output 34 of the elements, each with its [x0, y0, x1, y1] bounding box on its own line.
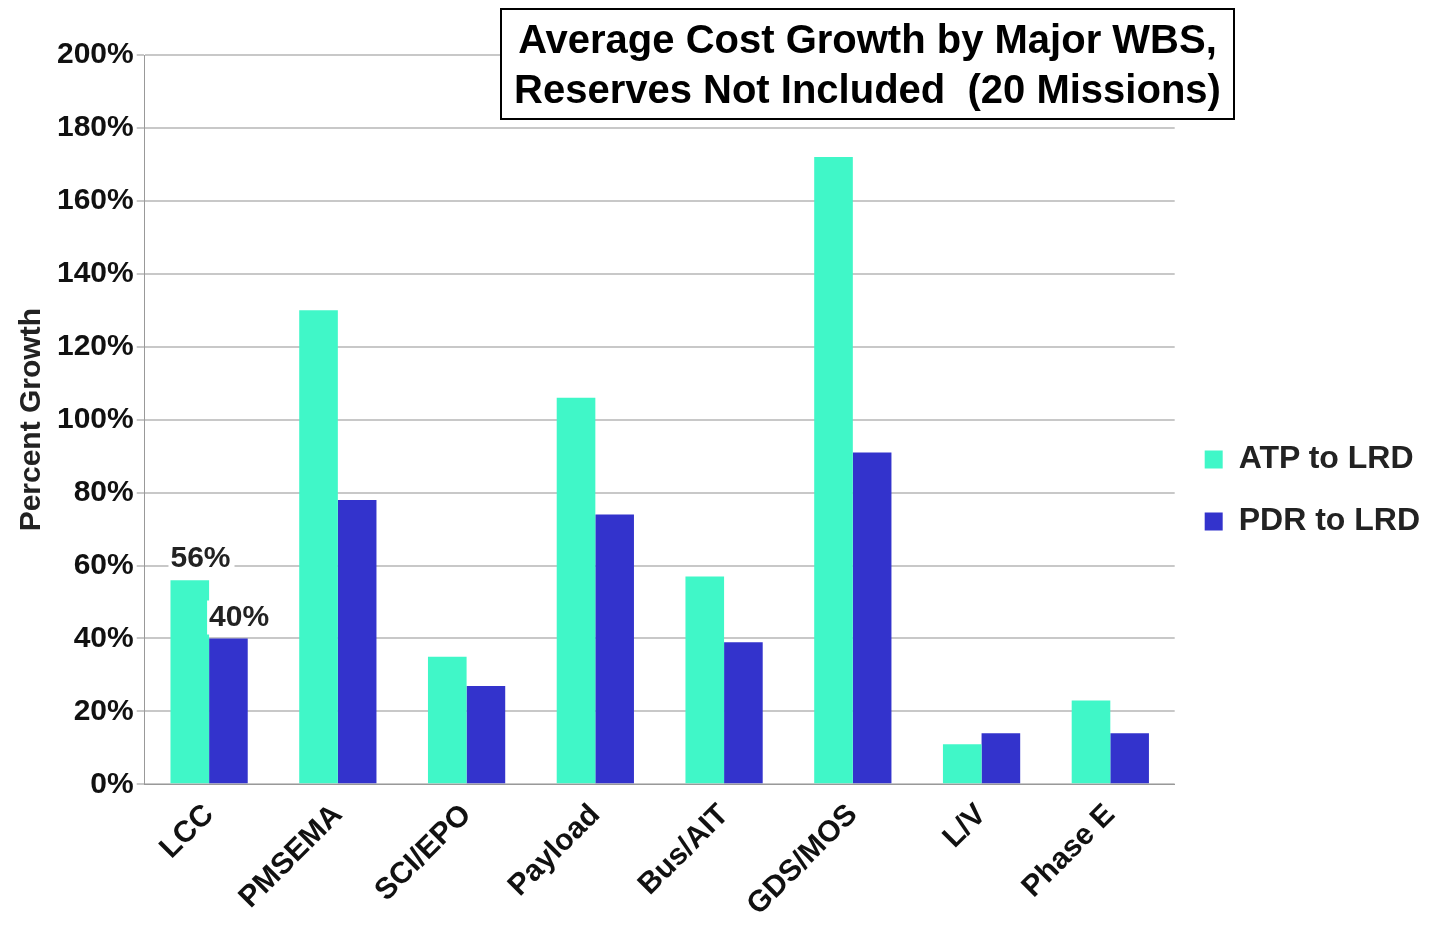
bar: [942, 744, 982, 784]
y-tick-label: 0%: [90, 765, 134, 799]
y-tick-label: 100%: [56, 400, 134, 434]
y-tick-label: 80%: [73, 473, 134, 507]
x-tick-label: L/V: [935, 796, 992, 854]
bar: [299, 310, 338, 784]
bar: [685, 576, 725, 784]
y-tick-label: 200%: [56, 36, 134, 70]
bar: [170, 580, 210, 784]
data-label: 40%: [209, 598, 270, 632]
y-tick-label: 160%: [56, 182, 134, 216]
bar: [337, 499, 377, 784]
y-tick-label: 40%: [73, 619, 134, 653]
y-tick-label: 180%: [56, 109, 134, 143]
bar: [427, 656, 467, 784]
bar: [1071, 700, 1111, 784]
y-tick-label: 140%: [56, 255, 134, 289]
y-tick-label: 60%: [73, 546, 134, 580]
bar: [814, 157, 853, 784]
y-tick-label: 120%: [56, 328, 134, 362]
data-label: 56%: [170, 540, 231, 574]
bar: [466, 685, 506, 784]
bar: [852, 452, 892, 784]
y-axis-title: Percent Growth: [13, 307, 47, 532]
chart-title: Average Cost Growth by Major WBS, Reserves Not Included (20 Missions): [500, 8, 1235, 120]
legend-label: PDR to LRD: [1238, 501, 1420, 538]
y-tick-label: 20%: [73, 692, 134, 726]
legend-label: ATP to LRD: [1238, 439, 1414, 476]
bar: [595, 514, 634, 784]
bar: [981, 733, 1021, 784]
bar: [209, 638, 248, 784]
bar: [556, 397, 596, 784]
bar: [724, 642, 763, 784]
bar: [1110, 733, 1149, 784]
